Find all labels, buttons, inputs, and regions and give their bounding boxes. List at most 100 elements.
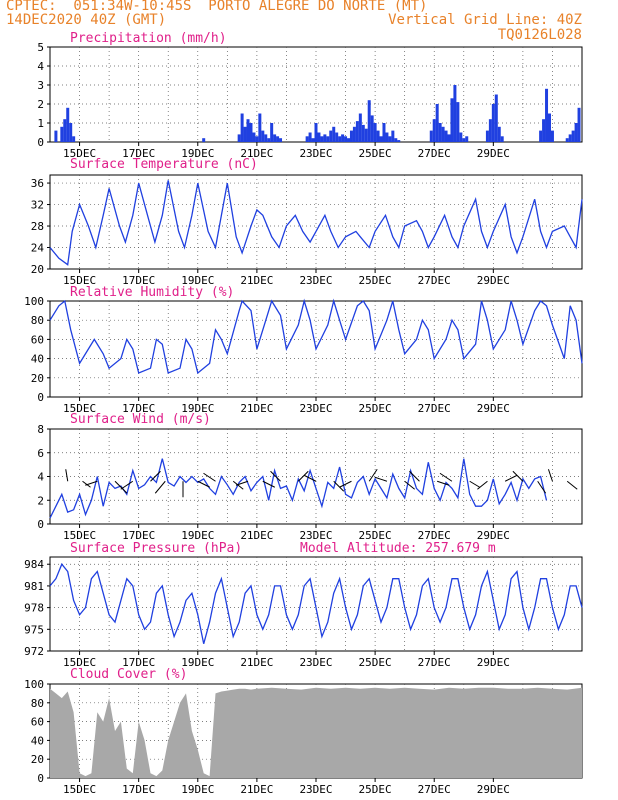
panel-title: Relative Humidity (%) <box>70 285 234 300</box>
wind-arrow <box>439 472 453 482</box>
precip-bar <box>571 130 575 142</box>
precip-bar <box>497 126 501 142</box>
wind-arrow <box>203 472 216 482</box>
y-tick-label: 20 <box>31 372 44 385</box>
panel-frame <box>49 556 583 652</box>
y-tick-label: 4 <box>37 471 44 484</box>
precip-bar <box>394 138 398 142</box>
wind-arrow <box>477 480 488 490</box>
wind-arrow <box>537 480 547 494</box>
x-tick-label: 27DEC <box>418 274 451 287</box>
precip-bar <box>335 132 339 142</box>
precip-bar <box>494 94 498 142</box>
y-tick-label: 0 <box>37 391 44 404</box>
y-tick-label: 1 <box>37 117 44 130</box>
precip-bar <box>462 138 466 142</box>
x-tick-label: 21DEC <box>240 147 273 160</box>
precip-bar <box>332 126 336 142</box>
precip-bar <box>376 130 380 142</box>
x-tick-label: 15DEC <box>63 529 96 542</box>
precip-bar <box>258 113 262 142</box>
wind-arrow <box>504 474 518 482</box>
x-tick-label: 15DEC <box>63 656 96 669</box>
x-tick-label: 21DEC <box>240 529 273 542</box>
x-tick-label: 29DEC <box>477 783 510 796</box>
x-tick-label: 15DEC <box>63 147 96 160</box>
wind-arrow <box>404 480 415 490</box>
precip-bar <box>314 123 318 142</box>
wind-arrow <box>409 470 420 482</box>
header-date: 14DEC2020 40Z (GMT) <box>6 12 167 28</box>
precip-bar <box>361 124 365 142</box>
precip-bar <box>444 130 448 142</box>
x-tick-label: 19DEC <box>181 656 214 669</box>
precip-bar <box>568 134 572 142</box>
precip-bar <box>382 123 386 142</box>
x-tick-label: 17DEC <box>122 656 155 669</box>
x-tick-label: 21DEC <box>240 402 273 415</box>
x-tick-label: 23DEC <box>299 147 332 160</box>
x-tick-label: 19DEC <box>181 147 214 160</box>
wind-arrow <box>368 468 378 482</box>
precip-bar <box>352 126 356 142</box>
x-tick-label: 19DEC <box>181 783 214 796</box>
y-tick-label: 975 <box>24 623 44 636</box>
precip-bar <box>329 130 333 142</box>
x-tick-label: 17DEC <box>122 274 155 287</box>
wind-arrow <box>120 480 134 490</box>
wind-arrow <box>547 469 553 482</box>
series-line <box>49 180 583 266</box>
precip-bar <box>364 128 368 142</box>
precip-bar <box>456 102 460 142</box>
wind-arrow <box>469 480 480 488</box>
y-tick-label: 0 <box>37 518 44 531</box>
y-tick-label: 40 <box>31 734 44 747</box>
precip-bar <box>491 104 495 142</box>
wind-arrow <box>339 480 352 488</box>
y-tick-label: 2 <box>37 98 44 111</box>
precip-bar <box>459 132 463 142</box>
y-tick-label: 0 <box>37 136 44 149</box>
precip-bar <box>370 115 374 142</box>
precip-bar <box>453 85 457 142</box>
header-line1: CPTEC: 051:34W-10:45S PORTO ALEGRE DO NO… <box>6 0 428 14</box>
y-tick-label: 80 <box>31 314 44 327</box>
header-grid-info: Vertical Grid Line: 40Z <box>388 12 582 28</box>
precip-bar <box>243 126 247 142</box>
y-tick-label: 5 <box>37 41 44 54</box>
y-tick-label: 36 <box>31 177 44 190</box>
panel-title: Surface Temperature (nC) <box>70 157 258 172</box>
precip-bar <box>249 123 253 142</box>
panel-frame <box>49 174 583 270</box>
wind-arrow <box>303 474 317 482</box>
precip-bar <box>202 138 206 142</box>
y-tick-label: 4 <box>37 60 44 73</box>
precip-bar <box>450 98 454 142</box>
x-tick-label: 17DEC <box>122 147 155 160</box>
wind-arrow <box>154 480 166 494</box>
x-tick-label: 25DEC <box>359 147 392 160</box>
y-tick-label: 100 <box>24 678 44 691</box>
precip-bar <box>63 119 67 142</box>
precip-bar <box>279 138 283 142</box>
x-tick-label: 15DEC <box>63 402 96 415</box>
x-tick-label: 25DEC <box>359 402 392 415</box>
precip-bar <box>438 123 442 142</box>
precip-bar <box>240 113 244 142</box>
precip-bar <box>237 134 241 142</box>
y-tick-label: 978 <box>24 602 44 615</box>
precip-bar <box>66 107 70 142</box>
precip-bar <box>270 123 274 142</box>
x-tick-label: 27DEC <box>418 783 451 796</box>
series-line <box>49 562 583 644</box>
wind-arrow <box>232 480 244 490</box>
y-tick-label: 3 <box>37 79 44 92</box>
y-tick-label: 100 <box>24 295 44 308</box>
cloud-cover-area <box>50 687 582 778</box>
panel-annotation: Model Altitude: 257.679 m <box>300 541 496 556</box>
wind-arrow <box>374 476 388 482</box>
x-tick-label: 23DEC <box>299 402 332 415</box>
x-tick-label: 17DEC <box>122 529 155 542</box>
precip-bar <box>447 134 451 142</box>
